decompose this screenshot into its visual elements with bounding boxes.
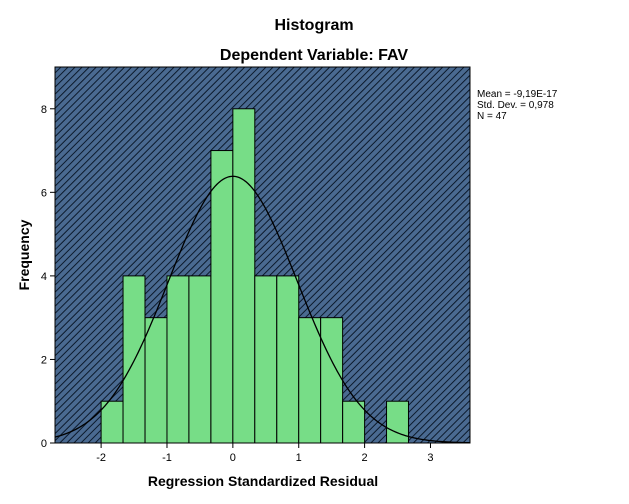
bars-group <box>100 108 409 444</box>
histogram-bar <box>144 317 168 444</box>
normal-curve <box>54 175 471 444</box>
stats-box: Mean = -9,19E-17 Std. Dev. = 0,978 N = 4… <box>477 89 558 122</box>
histogram-bar <box>298 317 322 444</box>
y-axis: 0 2 4 6 8 <box>41 104 55 450</box>
histogram-bar <box>166 275 190 444</box>
y-tick-label: 0 <box>41 438 47 450</box>
x-axis: -2 -1 0 1 2 3 <box>96 443 434 464</box>
x-tick-label: 1 <box>296 452 302 464</box>
histogram-bar <box>254 275 278 444</box>
histogram-bar <box>342 400 366 444</box>
x-tick-label: -1 <box>162 452 172 464</box>
histogram-bar <box>188 275 212 444</box>
stats-n: N = 47 <box>477 111 507 122</box>
y-tick-label: 2 <box>41 354 47 366</box>
x-tick-label: -2 <box>96 452 106 464</box>
histogram-bar <box>320 317 344 444</box>
histogram-bar <box>276 275 300 444</box>
stats-mean: Mean = -9,19E-17 <box>477 89 558 100</box>
histogram-bar <box>210 150 234 444</box>
y-axis-label: Frequency <box>16 219 32 290</box>
x-axis-label: Regression Standardized Residual <box>148 473 378 489</box>
x-tick-label: 3 <box>427 452 433 464</box>
chart-subtitle: Dependent Variable: FAV <box>220 47 409 64</box>
chart-title: Histogram <box>274 17 353 34</box>
histogram-bar <box>386 400 409 444</box>
y-tick-label: 6 <box>41 187 47 199</box>
x-tick-label: 0 <box>230 452 236 464</box>
x-tick-label: 2 <box>362 452 368 464</box>
y-tick-label: 8 <box>41 104 47 116</box>
histogram-bar <box>100 400 124 444</box>
y-tick-label: 4 <box>41 271 47 283</box>
stats-std-dev: Std. Dev. = 0,978 <box>477 100 554 111</box>
histogram-bar <box>232 108 256 444</box>
